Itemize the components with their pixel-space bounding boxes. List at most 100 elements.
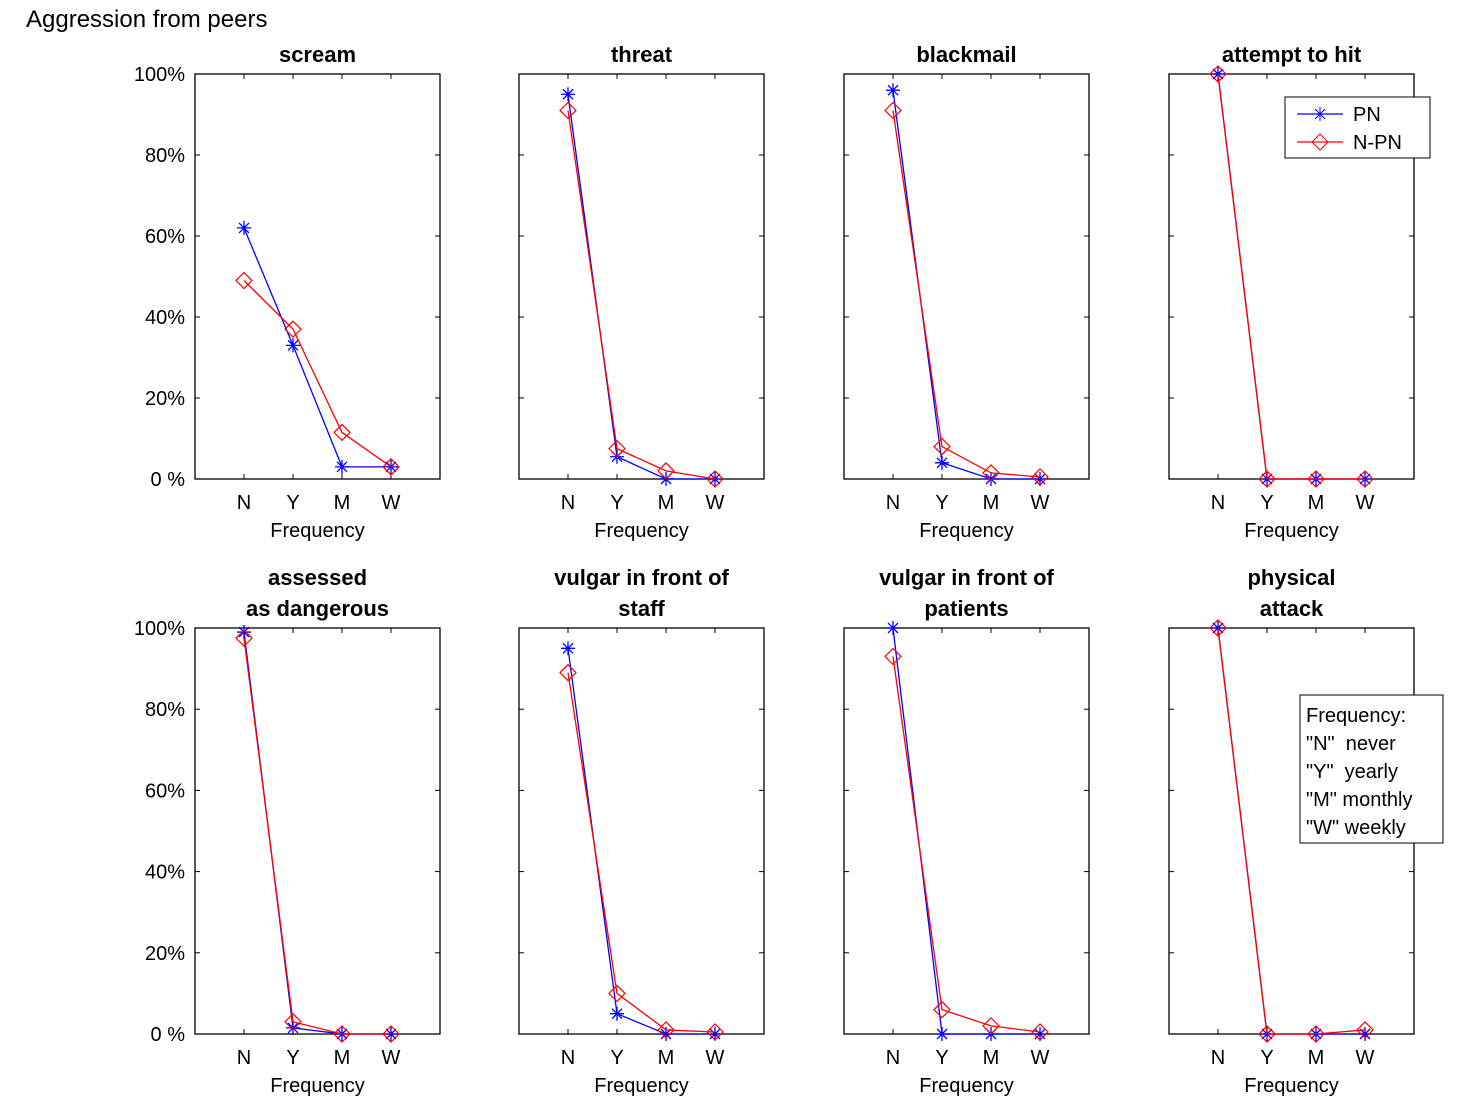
x-tick-label: N [237,492,251,514]
data-point-n-pn [1258,470,1276,488]
data-point-n-pn [284,320,302,338]
y-tick-label: 20% [145,943,185,965]
series-line-n-pn [567,672,716,1033]
data-point-pn [286,1020,300,1035]
subplot-title: assessed [268,565,367,590]
y-tick-label: 60% [145,780,185,802]
subplot: N Y M W Frequency vulgar in front of staff [518,565,765,1097]
data-point-n-pn [608,439,626,458]
x-tick-label: M [983,1047,1000,1069]
x-tick-label: N [886,1047,900,1069]
frequency-note: Frequency: "N" never "Y" yearly "M" monthly… [1299,694,1444,844]
subplot-title: blackmail [916,42,1016,67]
x-tick-label: N [561,492,575,514]
x-tick-label: M [658,1047,675,1069]
subplot-title: scream [279,42,356,67]
data-point-n-pn [657,462,675,480]
data-point-n-pn [1031,468,1049,486]
x-tick-label: W [1356,1047,1375,1069]
note-line: "N" never [1306,733,1396,755]
x-tick-label: W [1356,492,1375,514]
note-box [1299,694,1444,844]
y-tick-label: 0 % [151,469,186,491]
subplot-title: physical [1247,565,1335,590]
data-point-n-pn [706,470,724,488]
note-line: Frequency: [1306,705,1406,727]
x-tick-label: N [886,492,900,514]
data-point-n-pn [608,984,626,1003]
legend-label: PN [1353,104,1381,126]
data-point-n-pn [1356,1021,1374,1039]
x-tick-label: W [1031,1047,1050,1069]
y-tick-label: 80% [145,145,185,167]
subplot-title: as dangerous [246,596,389,621]
series-line-n-pn [1217,627,1366,1035]
data-point-n-pn [884,647,902,666]
data-point-pn [886,621,900,635]
y-tick-label: 100% [134,64,185,86]
series-line-n-pn [892,656,1041,1033]
subplot: 0 % 20% 40% 60% 80% 100% N Y M W Frequency scream [134,42,441,542]
x-axis-label: Frequency [1244,1075,1339,1097]
x-tick-label: Y [286,1047,299,1069]
x-tick-label: N [237,1047,251,1069]
data-point-pn [984,472,998,486]
axes-box [194,627,441,1035]
series-line-n-pn [243,280,392,468]
data-point-n-pn [657,1021,675,1039]
data-point-n-pn [284,1012,302,1031]
x-tick-label: W [382,1047,401,1069]
note-line: "W" weekly [1306,817,1406,839]
subplot-title: attempt to hit [1222,42,1362,67]
data-point-pn [561,87,575,102]
subplot-title: attack [1260,596,1324,621]
x-axis-label: Frequency [594,520,689,542]
subplot: N Y M W Frequency threat [518,42,765,542]
x-tick-label: N [561,1047,575,1069]
x-axis-label: Frequency [919,1075,1014,1097]
data-point-n-pn [884,101,902,120]
x-axis-label: Frequency [270,1075,365,1097]
y-tick-label: 20% [145,388,185,410]
data-point-n-pn [982,1017,1000,1035]
axes-box [843,627,1090,1035]
data-point-n-pn [1307,470,1325,488]
data-point-n-pn [1307,1025,1325,1043]
data-point-pn [335,459,349,474]
data-point-n-pn [235,271,253,290]
y-tick-label: 60% [145,226,185,248]
data-point-n-pn [933,1000,951,1019]
axes-box [518,73,765,480]
data-point-n-pn [559,663,577,682]
data-point-pn [1033,472,1047,486]
data-point-n-pn [933,437,951,456]
y-tick-label: 100% [134,618,185,640]
data-point-pn [708,1027,722,1041]
series-line-n-pn [1217,73,1365,480]
x-tick-label: N [1211,492,1225,514]
x-tick-label: M [1308,492,1325,514]
subplot-title: patients [924,596,1008,621]
data-point-n-pn [333,1025,351,1043]
x-tick-label: Y [935,1047,948,1069]
x-tick-label: W [382,492,401,514]
data-point-pn [610,1006,624,1021]
data-point-n-pn [235,629,253,647]
x-tick-label: W [706,1047,725,1069]
y-tick-label: 0 % [151,1024,186,1046]
x-tick-label: Y [610,1047,623,1069]
note-line: "Y" yearly [1306,761,1398,783]
data-point-n-pn [382,458,400,476]
x-tick-label: Y [935,492,948,514]
figure-title: Aggression from peers [26,6,267,33]
subplot: N Y M W Frequency vulgar in front of patients [843,565,1090,1097]
x-tick-label: M [334,492,351,514]
y-tick-label: 40% [145,862,185,884]
series-line-pn [243,227,391,468]
subplot: N Y M W Frequency blackmail [843,42,1090,542]
diamond-marker-icon [1311,133,1329,151]
axes-box [843,73,1090,480]
x-tick-label: M [334,1047,351,1069]
data-point-pn [286,338,300,353]
